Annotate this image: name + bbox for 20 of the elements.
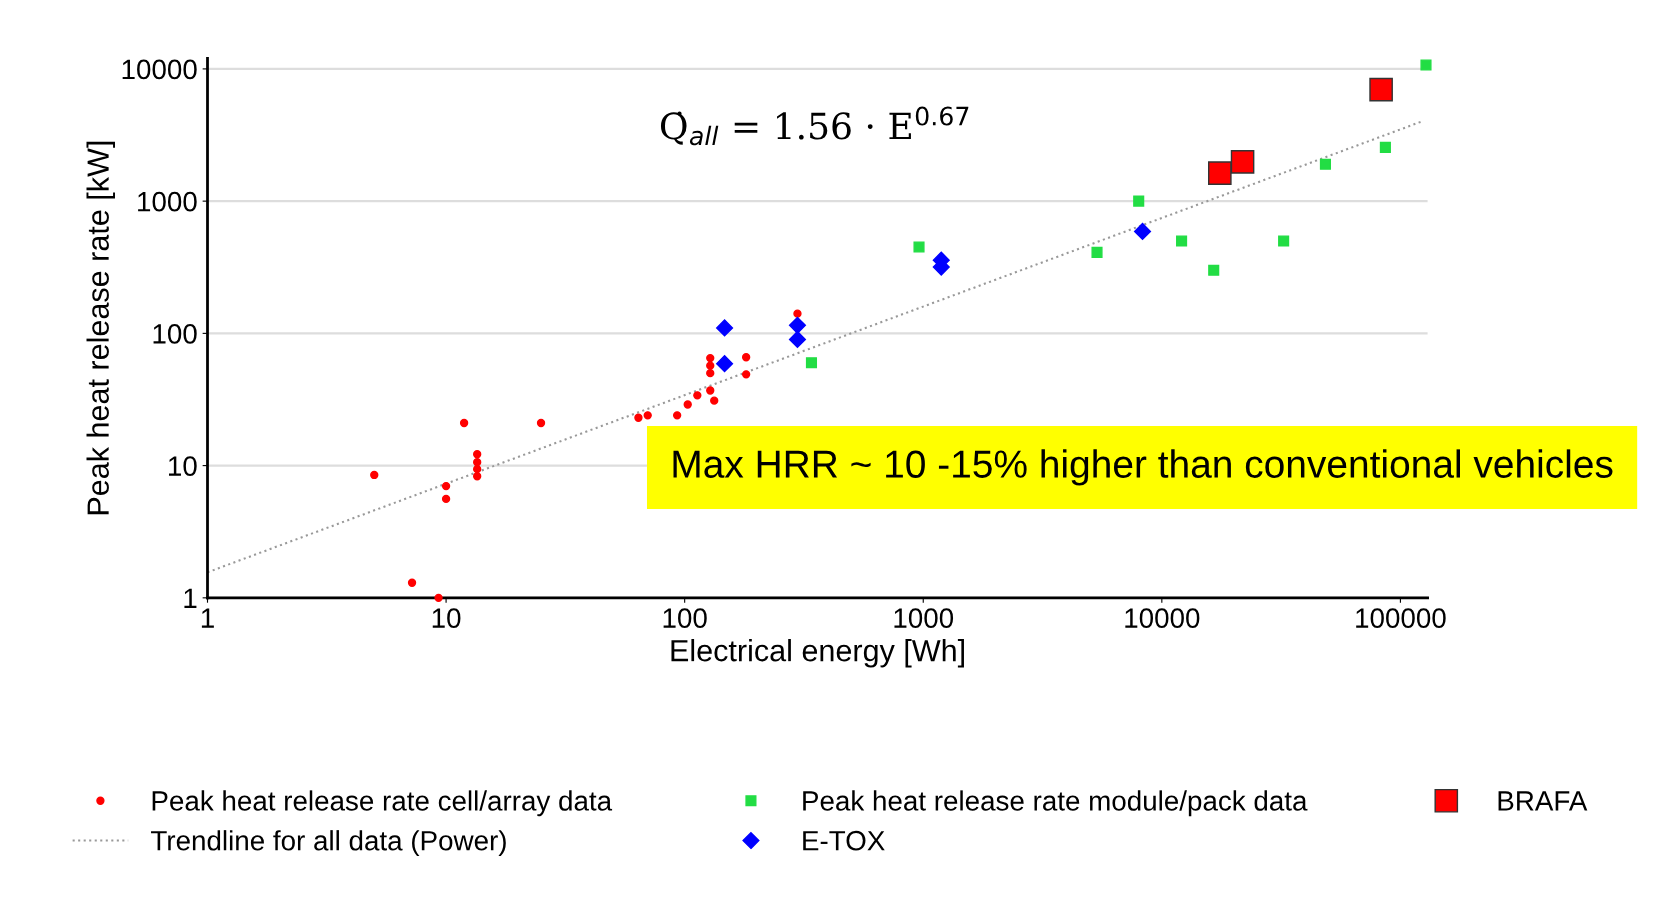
x-tick-label: 10 [432, 608, 461, 628]
y-tick-label: 10000 [122, 59, 197, 80]
annotation: Max HRR ~ 10 -15% higher than conventional vehicles [673, 449, 1613, 486]
y-tick-label: 100 [153, 324, 197, 344]
x-tick-label: 1 [201, 608, 214, 628]
x-tick-label: 1000 [894, 608, 954, 628]
y-tick-label: 10 [169, 456, 197, 476]
annotation: Q̇$_{all}$ = 1.56 · E$^{0.67}$ [660, 106, 969, 146]
y-tick-label: 1000 [138, 191, 197, 212]
x-axis-title: Electrical energy [Wh] [671, 639, 964, 668]
legend-label: BRAFA [1498, 791, 1588, 811]
legend-label: Peak heat release rate cell/array data [152, 790, 613, 817]
y-tick-label: 1 [184, 588, 197, 608]
y-axis-title: Peak heat release rate [kW] [86, 141, 115, 515]
x-tick-label: 100 [663, 608, 707, 628]
legend-label: Peak heat release rate module/pack data [803, 790, 1308, 817]
x-tick-label: 100000 [1356, 608, 1446, 628]
legend-label: Trendline for all data (Power) [151, 830, 506, 857]
x-tick-label: 10000 [1125, 608, 1200, 628]
legend-label: E-TOX [803, 830, 885, 851]
